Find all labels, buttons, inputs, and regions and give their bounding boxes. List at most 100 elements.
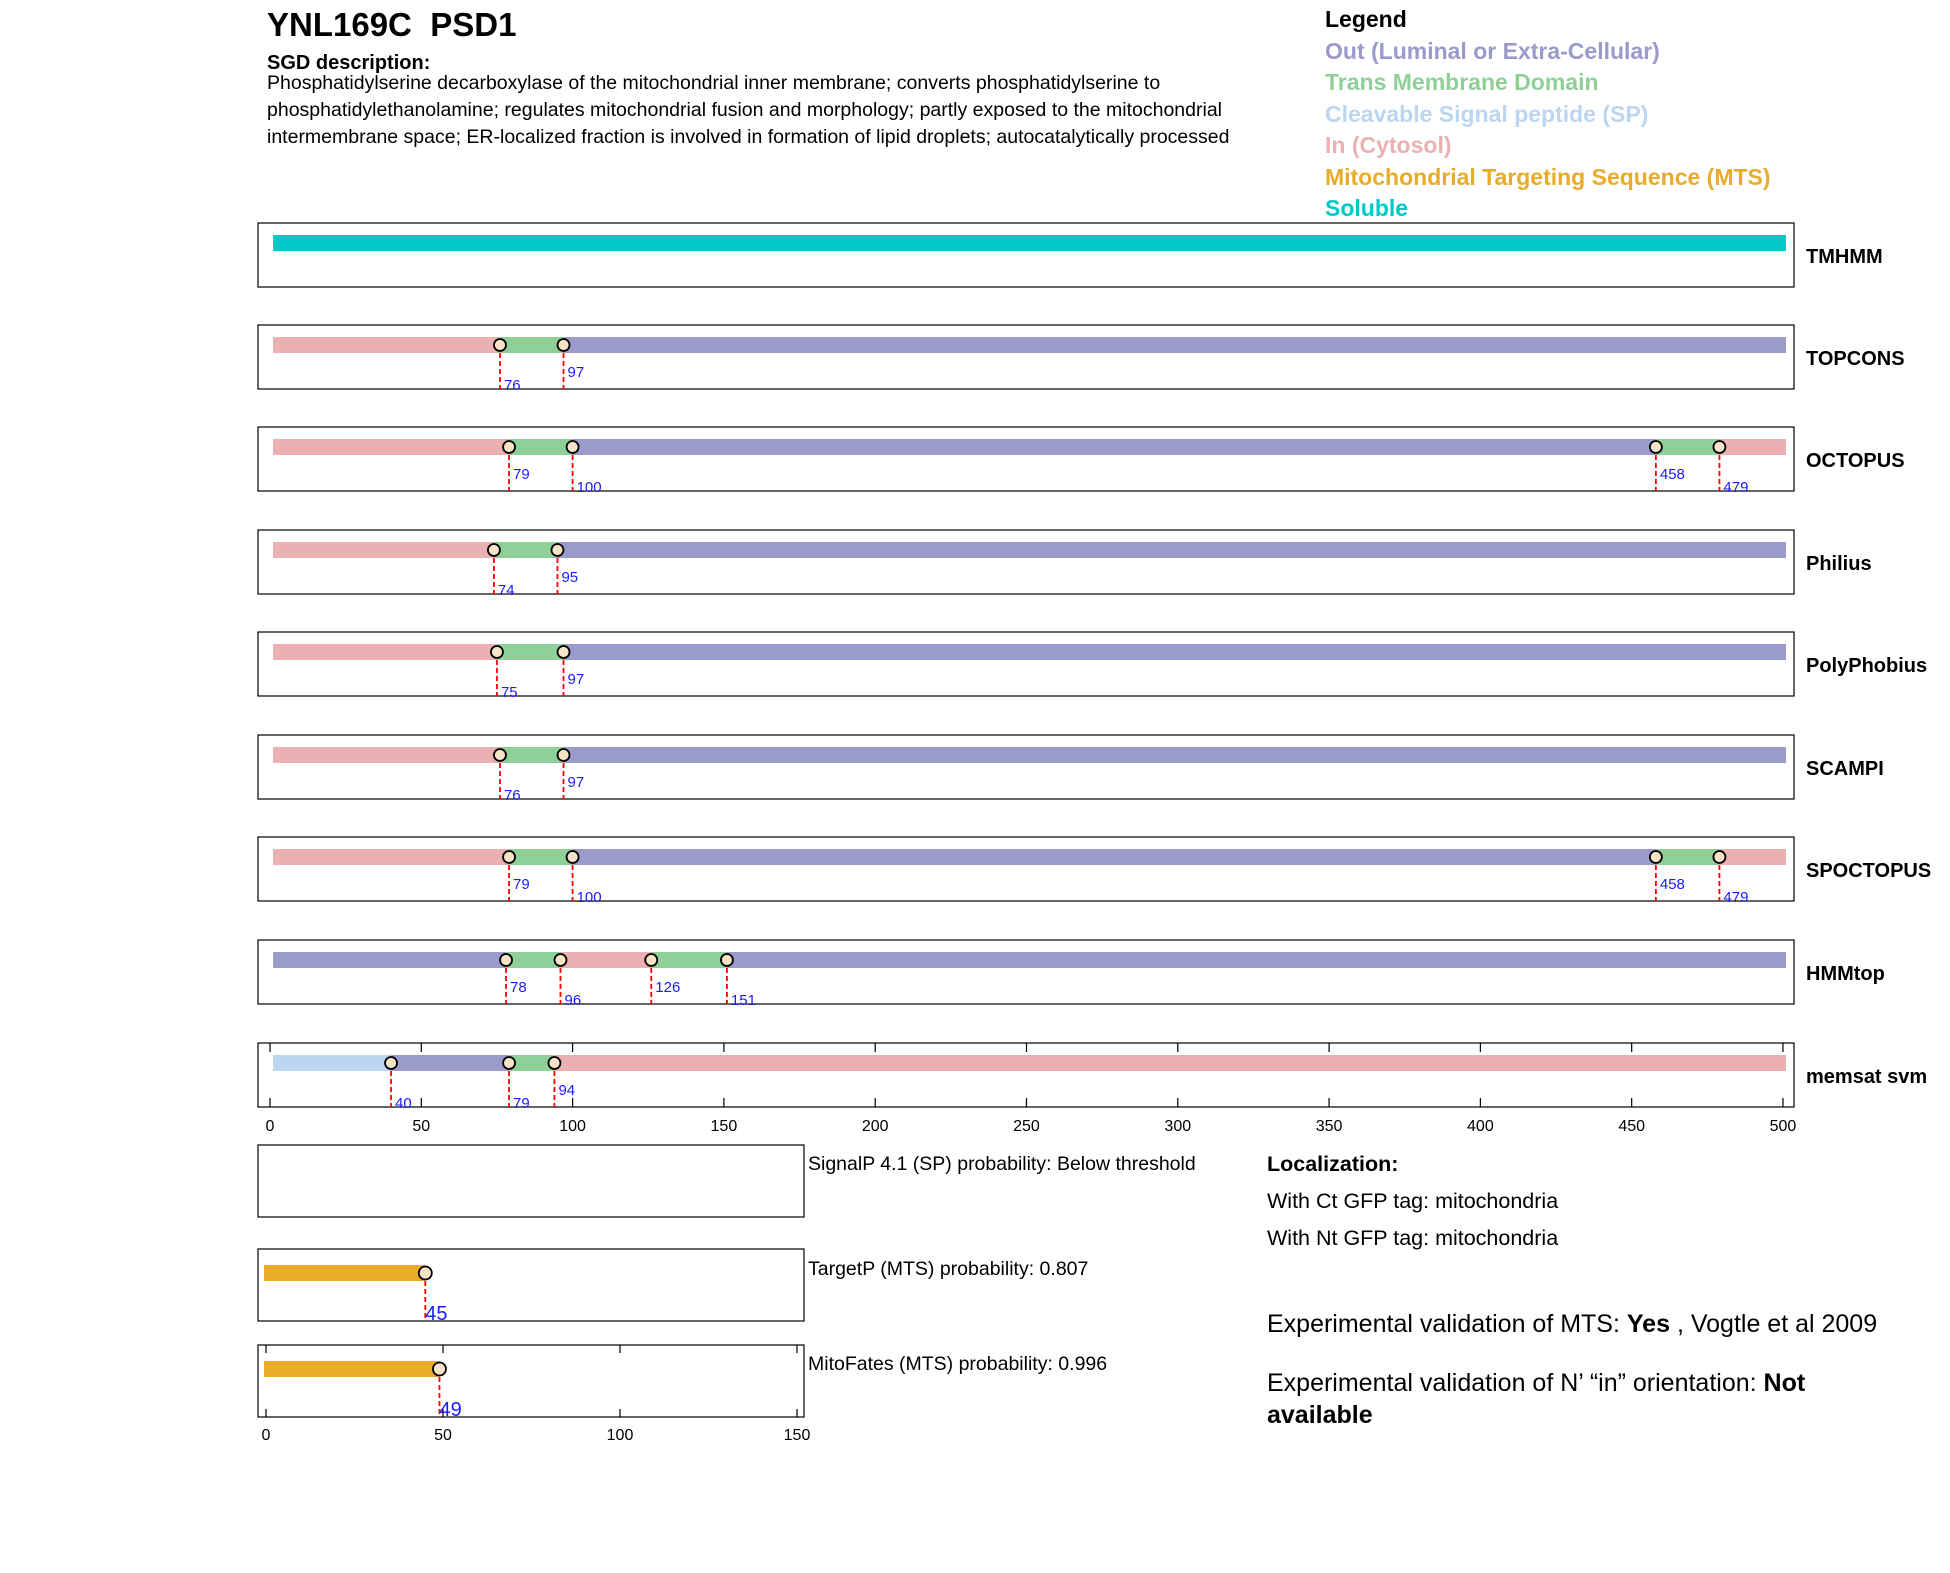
marker-label-scampi-97: 97 [568,774,585,791]
marker-dot-topcons-76 [493,338,507,352]
predictor-label-tmhmm: TMHMM [1806,246,1883,268]
topology-tick-label-500: 500 [1770,1118,1797,1135]
legend-title: Legend [1325,6,1407,32]
segment-octopus-0 [273,439,510,455]
marker-dot-memsat-svm-79 [502,1056,516,1070]
target-segment-mitofates [264,1361,440,1377]
panel-philius [257,529,1795,595]
topology-tick-label-350: 350 [1316,1118,1343,1135]
marker-dot-scampi-97 [556,748,571,762]
marker-label-octopus-100: 100 [577,479,602,496]
segment-polyphobius-1 [496,644,564,660]
predictor-label-polyphobius: PolyPhobius [1806,655,1927,677]
predictor-label-topcons: TOPCONS [1806,348,1905,370]
marker-label-hmmtop-126: 126 [655,979,680,996]
segment-spoctopus-3 [1655,849,1720,865]
segment-topcons-0 [273,337,500,353]
segment-hmmtop-2 [560,952,652,968]
target-marker-dot-mitofates [432,1361,447,1377]
signalp-label: SignalP 4.1 (SP) probability: Below thre… [808,1153,1196,1175]
marker-label-polyphobius-97: 97 [568,671,585,688]
segment-scampi-1 [499,747,564,763]
target-panel-mitofates [257,1344,805,1418]
topology-tick-label-450: 450 [1618,1118,1645,1135]
predictor-label-scampi: SCAMPI [1806,758,1884,780]
marker-dot-spoctopus-79 [502,850,516,864]
segment-polyphobius-0 [273,644,497,660]
target-panel-signalp [257,1144,805,1218]
legend-item-mts: Mitochondrial Targeting Sequence (MTS) [1325,163,1771,190]
marker-dot-octopus-479 [1712,440,1727,454]
marker-label-hmmtop-96: 96 [564,992,581,1009]
segment-tmhmm-0 [273,235,1787,251]
segment-philius-0 [273,542,494,558]
sgd-description-label: SGD description: [267,52,431,74]
marker-label-scampi-76: 76 [504,787,521,804]
marker-dot-octopus-100 [565,440,580,454]
marker-dot-hmmtop-96 [553,953,568,967]
marker-label-topcons-76: 76 [504,377,521,394]
marker-dot-octopus-458 [1648,440,1663,454]
target-tick-label-50: 50 [434,1427,452,1444]
segment-polyphobius-2 [563,644,1786,660]
mts-validation: Experimental validation of MTS: Yes , Vo… [1267,1308,1877,1340]
marker-dot-hmmtop-126 [644,953,659,967]
marker-label-spoctopus-479: 479 [1723,889,1748,906]
marker-dot-memsat-svm-94 [547,1056,562,1070]
segment-topcons-1 [499,337,564,353]
segment-hmmtop-4 [726,952,1786,968]
marker-dot-memsat-svm-40 [384,1056,398,1070]
marker-label-octopus-79: 79 [513,466,530,483]
target-marker-label-targetp: 45 [425,1303,447,1325]
segment-scampi-0 [273,747,500,763]
sgd-description-text: Phosphatidylserine decarboxylase of the … [267,72,1230,148]
marker-label-octopus-479: 479 [1723,479,1748,496]
mts-validation-prefix: Experimental validation of MTS: [1267,1310,1627,1338]
panel-scampi [257,734,1795,800]
marker-label-hmmtop-151: 151 [731,992,756,1009]
segment-spoctopus-2 [572,849,1656,865]
segment-octopus-2 [572,439,1656,455]
marker-label-philius-95: 95 [561,569,578,586]
orientation-validation: Experimental validation of N’ “in” orien… [1267,1367,1887,1431]
segment-topcons-2 [563,337,1786,353]
segment-spoctopus-0 [273,849,510,865]
mitofates-label: MitoFates (MTS) probability: 0.996 [808,1353,1108,1375]
marker-dot-philius-74 [487,543,501,557]
marker-dot-octopus-79 [502,440,516,454]
marker-dot-spoctopus-479 [1712,850,1727,864]
marker-label-octopus-458: 458 [1660,466,1685,483]
target-tick-label-0: 0 [262,1427,271,1444]
mts-validation-suffix: , Vogtle et al 2009 [1670,1310,1878,1338]
topology-tick-label-100: 100 [559,1118,586,1135]
legend-item-tm: Trans Membrane Domain [1325,69,1599,95]
marker-dot-spoctopus-100 [565,850,580,864]
topology-tick-label-300: 300 [1164,1118,1191,1135]
topology-tick-label-0: 0 [266,1118,275,1135]
segment-octopus-1 [509,439,573,455]
orientation-validation-prefix: Experimental validation of N’ “in” orien… [1267,1369,1764,1397]
marker-label-memsat-svm-94: 94 [558,1082,575,1099]
topology-tick-label-200: 200 [862,1118,889,1135]
segment-memsat-svm-2 [509,1055,555,1071]
marker-label-polyphobius-75: 75 [501,684,518,701]
localization-title: Localization: [1267,1152,1399,1176]
localization-ct-gfp: With Ct GFP tag: mitochondria [1267,1189,1559,1213]
segment-memsat-svm-3 [554,1055,1786,1071]
topology-tick-label-400: 400 [1467,1118,1494,1135]
segment-spoctopus-4 [1719,849,1786,865]
target-marker-label-mitofates: 49 [439,1399,461,1421]
topology-tick-label-50: 50 [412,1118,430,1135]
panel-octopus [257,426,1795,492]
orientation-validation-value: Not available [1267,1369,1806,1429]
marker-label-spoctopus-79: 79 [513,876,530,893]
panel-spoctopus [257,836,1795,902]
target-segment-targetp [264,1265,426,1281]
predictor-label-hmmtop: HMMtop [1806,963,1885,985]
panel-hmmtop [257,939,1795,1005]
segment-scampi-2 [563,747,1786,763]
marker-label-memsat-svm-40: 40 [395,1095,412,1112]
marker-label-spoctopus-100: 100 [577,889,602,906]
marker-dot-polyphobius-75 [490,645,504,659]
segment-hmmtop-1 [506,952,561,968]
